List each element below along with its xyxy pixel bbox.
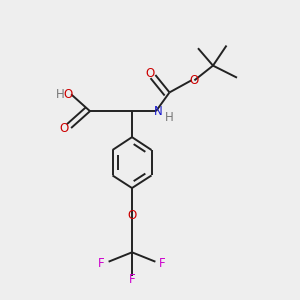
Text: O: O xyxy=(63,88,72,101)
Text: O: O xyxy=(60,122,69,135)
Text: O: O xyxy=(190,74,199,87)
Text: N: N xyxy=(153,106,162,118)
Text: O: O xyxy=(146,68,154,80)
Text: O: O xyxy=(128,209,136,222)
Text: H: H xyxy=(164,111,173,124)
Text: H: H xyxy=(56,88,64,101)
Text: F: F xyxy=(159,256,165,269)
Text: F: F xyxy=(129,273,135,286)
Text: F: F xyxy=(98,256,105,269)
